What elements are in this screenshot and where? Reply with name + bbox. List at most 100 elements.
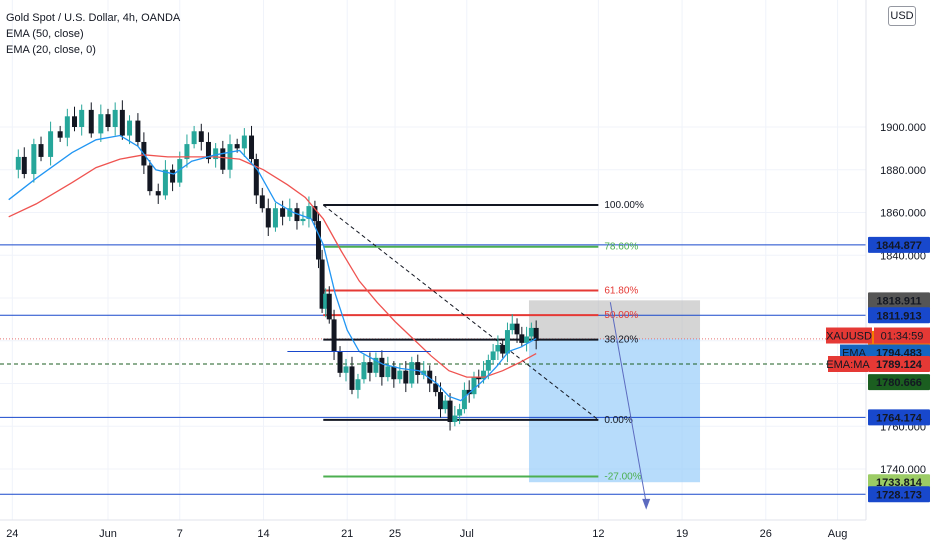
candle-body [272, 208, 278, 228]
candle-body [48, 131, 54, 157]
price-tick-label: 1860.000 [880, 208, 926, 220]
price-badge-label: 1733.814 [876, 477, 923, 489]
price-badge-label: 1764.174 [876, 412, 923, 424]
candle-body [447, 400, 453, 422]
price-tag [828, 355, 868, 372]
candle-body [38, 144, 44, 157]
candle-body [162, 169, 168, 196]
candle-body [112, 109, 118, 127]
candle-body [184, 144, 190, 160]
price-tag-label: EMA:MA [826, 359, 870, 371]
candle-body [315, 221, 321, 260]
ema50-legend[interactable]: EMA (50, close) [6, 28, 84, 40]
time-axis[interactable]: 24 Jun 7 14 21 25 Jul 12 19 26 Aug [0, 519, 866, 550]
candle-body [533, 327, 539, 341]
candle-body [391, 366, 397, 380]
time-tick-label: Jun [99, 528, 117, 540]
time-tick-label: 19 [676, 528, 688, 540]
price-tick-label: 1740.000 [880, 464, 926, 476]
symbol-title[interactable]: Gold Spot / U.S. Dollar, 4h, OANDA [6, 12, 181, 24]
candle-body [437, 392, 443, 410]
candle-body [64, 116, 70, 138]
candle-body [306, 206, 312, 219]
fib-level-label: 50.00% [604, 310, 638, 321]
chart-legend: Gold Spot / U.S. Dollar, 4h, OANDA EMA (… [6, 10, 180, 58]
candle-body [147, 165, 153, 192]
candle-body [294, 208, 300, 222]
currency-button[interactable]: USD [888, 6, 916, 26]
candle-body [253, 159, 259, 196]
price-badge-label: 1780.666 [876, 377, 922, 389]
candle-body [528, 327, 534, 337]
candle-body [331, 319, 337, 352]
fib-level-label: 38.20% [604, 335, 638, 346]
candle-body [227, 144, 233, 170]
candle-body [127, 120, 133, 136]
annotations[interactable] [287, 302, 651, 510]
price-axis[interactable]: 1740.0001760.0001780.0001800.0001820.000… [826, 0, 932, 550]
candle-body [79, 109, 85, 127]
price-tick-label: 1880.000 [880, 165, 926, 177]
stop-loss-zone [528, 300, 701, 339]
fib-retracement[interactable]: 100.00% 78.60% 61.80% 50.00% 38.20% 0.00% -27.… [322, 200, 644, 482]
time-tick-label: 12 [592, 528, 604, 540]
candle-body [415, 362, 421, 375]
candle-body [500, 345, 506, 354]
candle-body [514, 323, 520, 335]
fib-level-label: 78.60% [604, 242, 638, 253]
candle-body [485, 359, 491, 371]
price-badge [868, 486, 930, 503]
horizontal-lines[interactable] [0, 244, 866, 495]
ema-20-line [8, 134, 537, 402]
projection-arrow[interactable] [609, 302, 647, 504]
candle-body [259, 195, 265, 209]
candle-body [198, 131, 204, 142]
price-badge [868, 409, 930, 426]
candle-body [385, 366, 391, 378]
candle-body [21, 156, 27, 175]
price-badge-label: 1818.911 [876, 295, 921, 307]
price-badge [868, 292, 930, 309]
fib-level-label: 100.00% [604, 200, 644, 211]
candle-body [421, 370, 427, 375]
fib-trend-line[interactable] [322, 204, 599, 421]
candle-body [367, 362, 373, 373]
ema20-legend[interactable]: EMA (20, close, 0) [6, 44, 96, 56]
time-tick-label: 7 [177, 528, 183, 540]
candle-body [265, 208, 271, 228]
price-tag-label: 01:34:59 [881, 331, 924, 343]
candle-body [495, 345, 501, 352]
candle-body [409, 362, 415, 384]
candle-body [337, 351, 343, 373]
candle-body [343, 366, 349, 373]
candle-body [461, 389, 467, 410]
candle-body [504, 330, 510, 354]
candle-body [403, 370, 409, 384]
candle-body [287, 208, 293, 217]
chart-grid [0, 0, 866, 520]
candle-body [220, 148, 226, 170]
candle-body [476, 377, 482, 380]
candle-body [466, 389, 472, 395]
candle-body [312, 206, 318, 222]
time-tick-label: 24 [6, 528, 18, 540]
candle-body [119, 109, 125, 136]
position-zones [528, 300, 701, 483]
price-badge [868, 374, 930, 391]
candle-body [234, 144, 240, 149]
candle-body [379, 357, 385, 378]
price-badge-label: 1811.913 [876, 310, 921, 322]
time-tick-label: Jul [460, 528, 474, 540]
price-badge-label: 1789.124 [876, 359, 923, 371]
candle-body [481, 370, 487, 380]
candle-body [280, 208, 286, 217]
candle-body [524, 336, 530, 343]
candle-body [442, 400, 448, 410]
candle-body [88, 109, 94, 134]
candle-body [433, 383, 439, 393]
time-tick-label: 21 [341, 528, 353, 540]
candle-body [213, 148, 219, 160]
take-profit-zone [528, 338, 701, 483]
price-tag-label: XAUUSD [826, 331, 872, 343]
